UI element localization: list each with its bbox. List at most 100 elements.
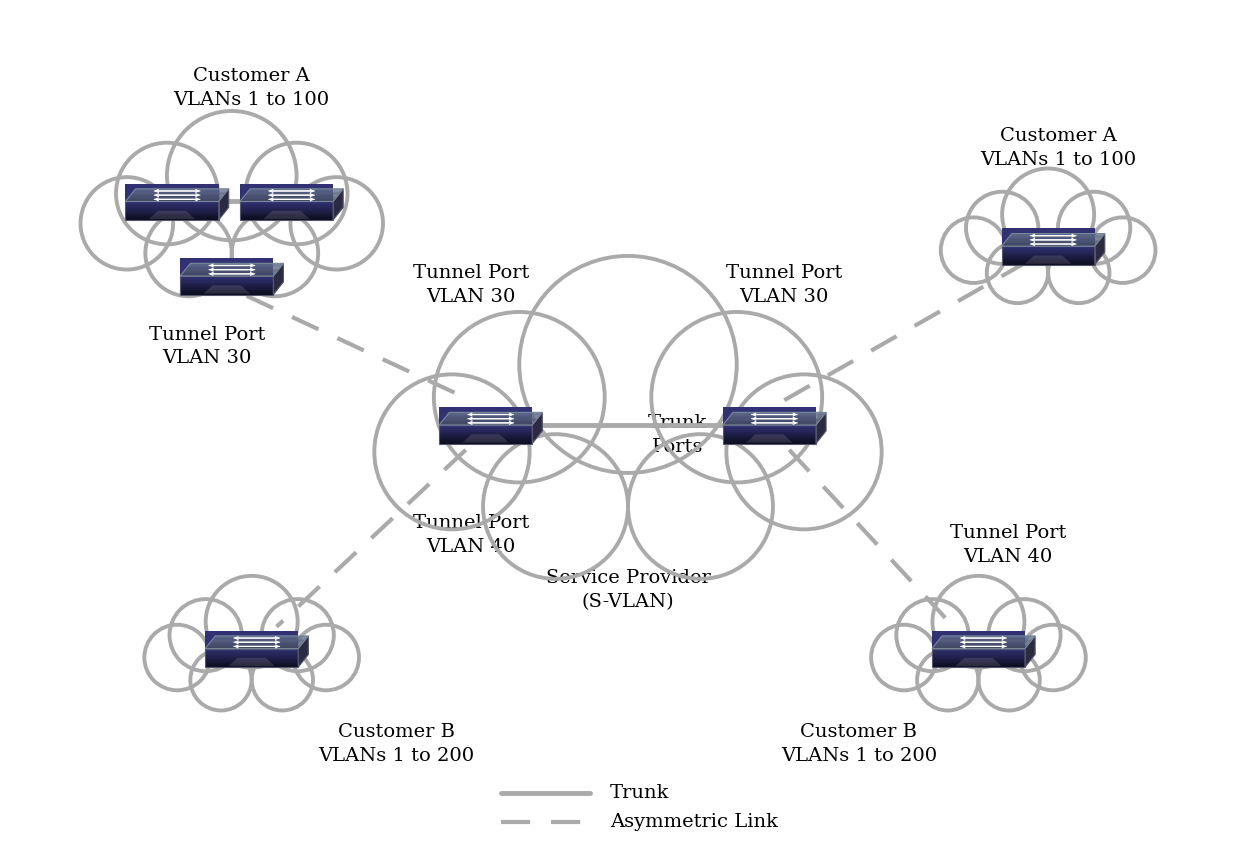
FancyBboxPatch shape bbox=[205, 640, 298, 659]
Text: Customer A
VLANs 1 to 100: Customer A VLANs 1 to 100 bbox=[980, 127, 1137, 169]
FancyBboxPatch shape bbox=[205, 635, 298, 654]
FancyBboxPatch shape bbox=[440, 409, 533, 427]
FancyBboxPatch shape bbox=[932, 637, 1025, 656]
FancyBboxPatch shape bbox=[932, 643, 1025, 661]
Polygon shape bbox=[1095, 234, 1105, 265]
Circle shape bbox=[1020, 624, 1085, 691]
FancyBboxPatch shape bbox=[126, 185, 219, 203]
FancyBboxPatch shape bbox=[205, 637, 298, 656]
FancyBboxPatch shape bbox=[205, 638, 298, 657]
FancyBboxPatch shape bbox=[440, 421, 533, 439]
Polygon shape bbox=[264, 211, 310, 219]
FancyBboxPatch shape bbox=[440, 420, 533, 438]
FancyBboxPatch shape bbox=[723, 421, 816, 440]
Circle shape bbox=[290, 177, 383, 269]
FancyBboxPatch shape bbox=[932, 639, 1025, 658]
FancyBboxPatch shape bbox=[181, 258, 274, 277]
FancyBboxPatch shape bbox=[440, 411, 533, 430]
Circle shape bbox=[1090, 218, 1156, 283]
FancyBboxPatch shape bbox=[205, 644, 298, 662]
Circle shape bbox=[987, 242, 1049, 303]
FancyBboxPatch shape bbox=[205, 648, 298, 667]
FancyBboxPatch shape bbox=[181, 263, 274, 281]
FancyBboxPatch shape bbox=[1001, 237, 1095, 255]
Ellipse shape bbox=[183, 615, 320, 691]
FancyBboxPatch shape bbox=[932, 635, 1025, 654]
Circle shape bbox=[144, 624, 210, 691]
Ellipse shape bbox=[183, 615, 320, 691]
FancyBboxPatch shape bbox=[440, 417, 533, 436]
FancyBboxPatch shape bbox=[440, 423, 533, 442]
Circle shape bbox=[519, 256, 737, 473]
FancyBboxPatch shape bbox=[723, 413, 816, 432]
FancyBboxPatch shape bbox=[932, 648, 1025, 666]
FancyBboxPatch shape bbox=[181, 276, 274, 295]
FancyBboxPatch shape bbox=[205, 631, 298, 649]
FancyBboxPatch shape bbox=[932, 631, 1025, 649]
Circle shape bbox=[978, 649, 1040, 710]
FancyBboxPatch shape bbox=[126, 188, 219, 207]
FancyBboxPatch shape bbox=[1001, 239, 1095, 257]
Polygon shape bbox=[229, 658, 275, 666]
FancyBboxPatch shape bbox=[205, 646, 298, 665]
FancyBboxPatch shape bbox=[126, 193, 219, 212]
FancyBboxPatch shape bbox=[440, 408, 533, 426]
FancyBboxPatch shape bbox=[1001, 230, 1095, 249]
Circle shape bbox=[484, 434, 628, 579]
FancyBboxPatch shape bbox=[440, 416, 533, 435]
FancyBboxPatch shape bbox=[240, 185, 333, 203]
FancyBboxPatch shape bbox=[1001, 232, 1095, 251]
FancyBboxPatch shape bbox=[723, 411, 816, 430]
FancyBboxPatch shape bbox=[723, 420, 816, 438]
FancyBboxPatch shape bbox=[932, 632, 1025, 650]
FancyBboxPatch shape bbox=[181, 261, 274, 280]
FancyBboxPatch shape bbox=[205, 642, 298, 660]
FancyBboxPatch shape bbox=[1001, 242, 1095, 260]
Circle shape bbox=[897, 599, 968, 672]
FancyBboxPatch shape bbox=[205, 632, 298, 650]
FancyBboxPatch shape bbox=[440, 413, 533, 432]
FancyBboxPatch shape bbox=[932, 647, 1025, 666]
Ellipse shape bbox=[911, 615, 1048, 691]
FancyBboxPatch shape bbox=[1001, 233, 1095, 252]
FancyBboxPatch shape bbox=[723, 422, 816, 441]
FancyBboxPatch shape bbox=[205, 647, 298, 666]
FancyBboxPatch shape bbox=[1001, 240, 1095, 258]
Text: Trunk: Trunk bbox=[610, 783, 669, 802]
FancyBboxPatch shape bbox=[723, 421, 816, 439]
Ellipse shape bbox=[136, 167, 328, 268]
FancyBboxPatch shape bbox=[126, 192, 219, 211]
FancyBboxPatch shape bbox=[1001, 230, 1095, 248]
Circle shape bbox=[917, 649, 978, 710]
FancyBboxPatch shape bbox=[181, 265, 274, 284]
FancyBboxPatch shape bbox=[1001, 245, 1095, 264]
FancyBboxPatch shape bbox=[1001, 246, 1095, 265]
Circle shape bbox=[191, 649, 251, 710]
Circle shape bbox=[652, 312, 823, 482]
FancyBboxPatch shape bbox=[1001, 229, 1095, 247]
FancyBboxPatch shape bbox=[1001, 237, 1095, 256]
FancyBboxPatch shape bbox=[181, 262, 274, 280]
FancyBboxPatch shape bbox=[126, 199, 219, 218]
FancyBboxPatch shape bbox=[126, 189, 219, 208]
Polygon shape bbox=[219, 189, 229, 220]
Text: Tunnel Port
VLAN 30: Tunnel Port VLAN 30 bbox=[726, 264, 843, 306]
FancyBboxPatch shape bbox=[181, 264, 274, 282]
FancyBboxPatch shape bbox=[205, 636, 298, 655]
FancyBboxPatch shape bbox=[126, 200, 219, 219]
Ellipse shape bbox=[466, 348, 790, 534]
FancyBboxPatch shape bbox=[126, 184, 219, 202]
FancyBboxPatch shape bbox=[240, 188, 333, 207]
FancyBboxPatch shape bbox=[932, 636, 1025, 654]
Circle shape bbox=[941, 218, 1006, 283]
FancyBboxPatch shape bbox=[723, 415, 816, 433]
Circle shape bbox=[872, 624, 937, 691]
FancyBboxPatch shape bbox=[205, 634, 298, 652]
Circle shape bbox=[1058, 192, 1130, 264]
FancyBboxPatch shape bbox=[240, 196, 333, 214]
Circle shape bbox=[167, 111, 296, 240]
FancyBboxPatch shape bbox=[240, 190, 333, 209]
Polygon shape bbox=[955, 658, 1002, 666]
FancyBboxPatch shape bbox=[181, 267, 274, 286]
FancyBboxPatch shape bbox=[126, 198, 219, 217]
